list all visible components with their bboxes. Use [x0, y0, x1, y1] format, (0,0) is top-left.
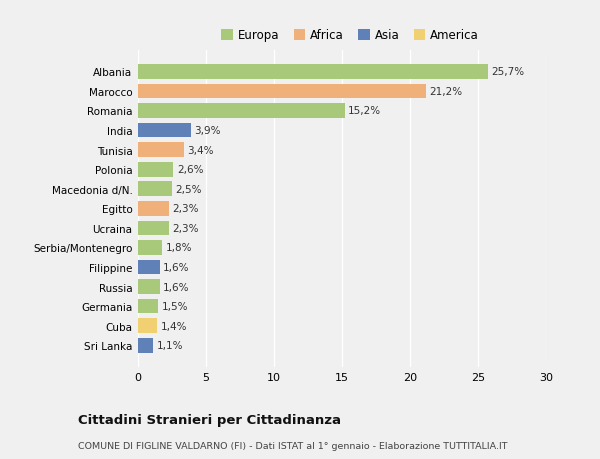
Bar	[138, 104, 345, 118]
Bar	[138, 241, 163, 255]
Text: COMUNE DI FIGLINE VALDARNO (FI) - Dati ISTAT al 1° gennaio - Elaborazione TUTTIT: COMUNE DI FIGLINE VALDARNO (FI) - Dati I…	[78, 441, 508, 450]
Text: 2,5%: 2,5%	[175, 185, 202, 194]
Text: 1,1%: 1,1%	[157, 341, 183, 351]
Bar	[138, 280, 160, 294]
Text: 3,9%: 3,9%	[194, 126, 221, 136]
Bar	[138, 182, 172, 196]
Text: 1,6%: 1,6%	[163, 282, 190, 292]
Bar	[138, 202, 169, 216]
Legend: Europa, Africa, Asia, America: Europa, Africa, Asia, America	[217, 25, 484, 47]
Bar	[138, 65, 488, 79]
Bar	[138, 299, 158, 314]
Bar	[138, 221, 169, 235]
Bar	[138, 162, 173, 177]
Text: Cittadini Stranieri per Cittadinanza: Cittadini Stranieri per Cittadinanza	[78, 413, 341, 426]
Text: 1,8%: 1,8%	[166, 243, 193, 253]
Text: 1,6%: 1,6%	[163, 263, 190, 272]
Bar	[138, 143, 184, 157]
Text: 25,7%: 25,7%	[491, 67, 524, 77]
Text: 3,4%: 3,4%	[188, 146, 214, 155]
Bar	[138, 84, 427, 99]
Text: 2,3%: 2,3%	[173, 204, 199, 214]
Text: 1,5%: 1,5%	[162, 302, 188, 312]
Text: 15,2%: 15,2%	[348, 106, 381, 116]
Text: 2,3%: 2,3%	[173, 224, 199, 233]
Text: 1,4%: 1,4%	[160, 321, 187, 331]
Bar	[138, 338, 153, 353]
Text: 2,6%: 2,6%	[177, 165, 203, 175]
Bar	[138, 260, 160, 275]
Bar	[138, 123, 191, 138]
Text: 21,2%: 21,2%	[430, 87, 463, 97]
Bar	[138, 319, 157, 333]
